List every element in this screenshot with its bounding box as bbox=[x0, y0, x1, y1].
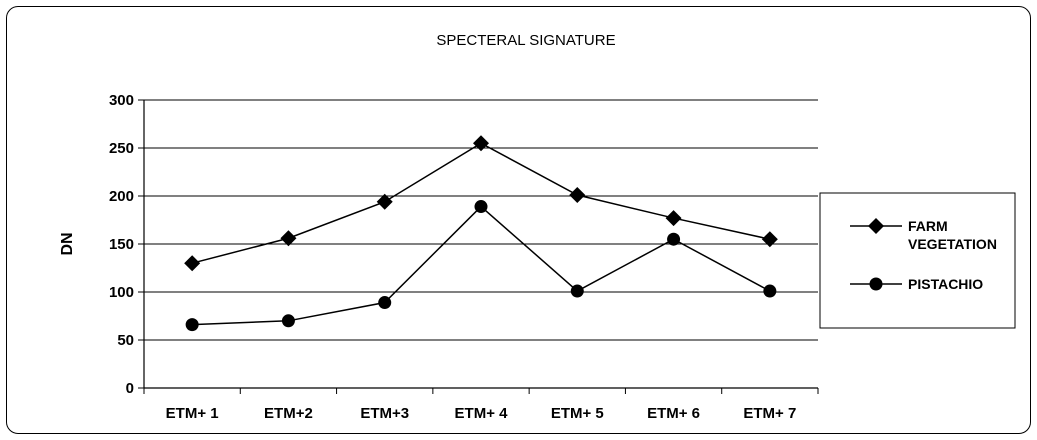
x-tick-label: ETM+ 4 bbox=[455, 405, 509, 422]
data-point-diamond-marker bbox=[761, 231, 778, 248]
data-point-circle-marker bbox=[763, 284, 777, 298]
chart-title: SPECTERAL SIGNATURE bbox=[436, 32, 615, 49]
data-point-circle-marker bbox=[281, 314, 295, 328]
y-tick-label: 50 bbox=[117, 332, 134, 349]
data-point-diamond-marker bbox=[280, 230, 297, 247]
series-0 bbox=[184, 135, 778, 272]
y-tick-label: 100 bbox=[109, 284, 134, 301]
data-point-circle-marker bbox=[185, 318, 199, 332]
data-point-diamond-marker bbox=[473, 135, 489, 152]
x-tick-label: ETM+2 bbox=[264, 405, 313, 422]
x-tick-label: ETM+ 5 bbox=[551, 405, 604, 422]
legend-entry-0: FARM VEGETATION bbox=[850, 218, 997, 252]
legend: FARM VEGETATION PISTACHIO bbox=[819, 192, 1016, 329]
series-layer bbox=[184, 135, 778, 332]
y-tick-label: 0 bbox=[126, 380, 134, 397]
legend-label: FARM bbox=[908, 218, 948, 234]
x-tick-label: ETM+ 1 bbox=[166, 405, 219, 422]
legend-circle-marker bbox=[869, 277, 883, 291]
y-tick-label: 150 bbox=[109, 236, 134, 253]
x-tick-labels: ETM+ 1 ETM+2 ETM+3 ETM+ 4 ETM+ 5 ETM+ 6 ETM+ 7 bbox=[166, 405, 797, 422]
x-tick-label: ETM+ 7 bbox=[743, 405, 796, 422]
data-point-circle-marker bbox=[474, 200, 488, 214]
series-1 bbox=[185, 200, 777, 332]
x-tick-label: ETM+3 bbox=[360, 405, 409, 422]
data-point-diamond-marker bbox=[665, 210, 682, 227]
y-tick-label: 250 bbox=[109, 140, 134, 157]
data-point-circle-marker bbox=[667, 232, 681, 246]
data-point-diamond-marker bbox=[376, 193, 393, 210]
data-point-circle-marker bbox=[378, 296, 392, 310]
legend-label: PISTACHIO bbox=[908, 276, 983, 292]
legend-entry-1: PISTACHIO bbox=[850, 276, 983, 292]
y-tick-label: 300 bbox=[109, 92, 134, 109]
y-tick-labels: 0 50 100 150 200 250 300 bbox=[109, 92, 134, 397]
legend-label: VEGETATION bbox=[908, 236, 997, 252]
data-point-diamond-marker bbox=[184, 255, 201, 272]
data-point-diamond-marker bbox=[569, 187, 586, 204]
series-line bbox=[192, 205, 771, 326]
x-tick-label: ETM+ 6 bbox=[647, 405, 700, 422]
y-axis-label: DN bbox=[59, 232, 76, 255]
legend-diamond-marker bbox=[868, 218, 884, 234]
y-tick-label: 200 bbox=[109, 188, 134, 205]
data-point-circle-marker bbox=[570, 284, 584, 298]
legend-box bbox=[819, 192, 1016, 329]
axes bbox=[143, 100, 819, 394]
